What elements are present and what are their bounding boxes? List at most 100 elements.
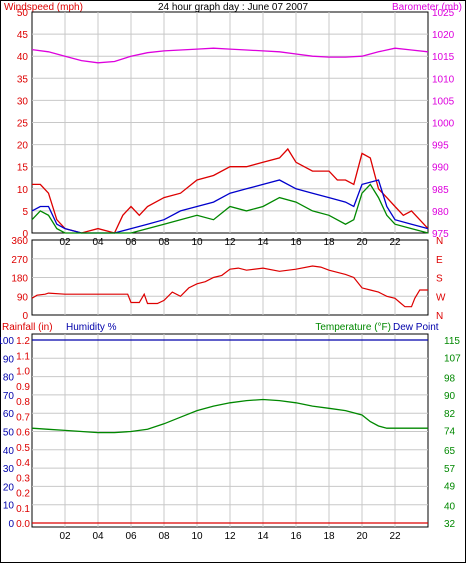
compass-tick-label: N <box>436 236 443 247</box>
temp-tick-label: 32 <box>444 519 456 530</box>
rain-tick-label: 0.7 <box>16 412 30 423</box>
series-direction-line <box>31 265 428 308</box>
rain-tick-label: 1.2 <box>16 336 30 347</box>
x-tick-label: 22 <box>389 237 401 248</box>
temp-tick-label: 57 <box>444 464 456 475</box>
x-tick-label: 16 <box>290 237 302 248</box>
baro-tick-label: 1020 <box>432 30 455 41</box>
series-average-line <box>31 179 429 234</box>
rain-tick-label: 0.6 <box>16 428 30 439</box>
direction-tick-label: 270 <box>11 255 28 266</box>
direction-tick-label: 90 <box>17 292 29 303</box>
temp-tick-label: 107 <box>444 354 461 365</box>
x-tick-label: 04 <box>92 531 104 542</box>
wind-tick-label: 45 <box>17 30 29 41</box>
rain-tick-label: 0.1 <box>16 504 30 515</box>
x-tick-label: 20 <box>356 237 368 248</box>
chart-title: 24 hour graph day : June 07 2007 <box>158 2 309 13</box>
wind-tick-label: 30 <box>17 96 29 107</box>
wind-tick-label: 40 <box>17 52 29 63</box>
wind-tick-label: 25 <box>17 119 29 130</box>
temp-tick-label: 40 <box>444 501 456 512</box>
panel-rain-series <box>31 339 428 524</box>
x-tick-label: 10 <box>191 237 203 248</box>
series-gust-line <box>32 147 429 234</box>
baro-tick-label: 990 <box>432 163 449 174</box>
baro-tick-label: 995 <box>432 141 449 152</box>
rain-tick-label: 1.1 <box>16 351 30 362</box>
humidity-tick-label: 70 <box>3 391 15 402</box>
compass-tick-label: E <box>436 255 443 266</box>
x-tick-label: 18 <box>323 531 335 542</box>
temp-tick-label: 115 <box>444 336 460 347</box>
temp-tick-label: 90 <box>444 391 456 402</box>
x-tick-label: 10 <box>191 531 203 542</box>
humidity-tick-label: 40 <box>3 446 15 457</box>
baro-tick-label: 980 <box>432 207 449 218</box>
baro-tick-label: 1015 <box>432 52 455 63</box>
rain-tick-label: 0.3 <box>16 473 30 484</box>
series-barometer-line <box>31 47 429 64</box>
direction-tick-label: 180 <box>11 274 28 285</box>
baro-tick-label: 975 <box>432 229 449 240</box>
panel-wind-series <box>31 47 429 234</box>
panel-rain-ticks: 0 10 20 30 40 50 60 70 80 90 100 0.0 0.1 0.2 0.3 0.4 0.5… <box>0 336 461 542</box>
x-tick-label: 14 <box>257 531 269 542</box>
wind-tick-label: 20 <box>17 141 29 152</box>
x-tick-label: 04 <box>92 237 104 248</box>
temp-tick-label: 49 <box>444 482 456 493</box>
wind-tick-label: 50 <box>17 8 29 19</box>
humidity-tick-label: 90 <box>3 354 15 365</box>
x-tick-label: 20 <box>356 531 368 542</box>
humidity-tick-label: 20 <box>3 482 15 493</box>
compass-tick-label: N <box>436 311 443 322</box>
x-tick-label: 08 <box>158 237 170 248</box>
rain-tick-label: 0.4 <box>16 458 30 469</box>
x-tick-label: 02 <box>59 237 71 248</box>
humidity-tick-label: 80 <box>3 373 15 384</box>
panel-direction-series <box>31 265 428 308</box>
direction-tick-label: 0 <box>22 311 28 322</box>
compass-tick-label: S <box>436 274 443 285</box>
humidity-axis-label: Humidity % <box>66 322 117 333</box>
compass-tick-label: W <box>436 292 446 303</box>
x-tick-label: 18 <box>323 237 335 248</box>
temp-tick-label: 82 <box>444 409 456 420</box>
wind-tick-label: 15 <box>17 163 29 174</box>
wind-tick-label: 10 <box>17 185 29 196</box>
temp-tick-label: 65 <box>444 446 456 457</box>
temperature-axis-label: Temperature (°F) <box>315 322 391 333</box>
windspeed-axis-label: Windspeed (mph) <box>4 2 83 13</box>
x-tick-label: 16 <box>290 531 302 542</box>
panel-rain-grid <box>32 334 428 527</box>
x-tick-label: 06 <box>125 531 137 542</box>
rainfall-axis-label: Rainfall (in) <box>2 322 53 333</box>
baro-tick-label: 985 <box>432 185 449 196</box>
rain-tick-label: 1.0 <box>16 367 30 378</box>
x-tick-label: 12 <box>224 531 236 542</box>
direction-tick-label: 360 <box>11 236 28 247</box>
baro-tick-label: 1010 <box>432 74 455 85</box>
x-tick-label: 14 <box>257 237 269 248</box>
humidity-tick-label: 30 <box>3 464 15 475</box>
x-tick-label: 08 <box>158 531 170 542</box>
wind-tick-label: 0 <box>22 229 28 240</box>
rain-tick-label: 0.9 <box>16 382 30 393</box>
humidity-tick-label: 50 <box>3 428 15 439</box>
rain-tick-label: 0.8 <box>16 397 30 408</box>
series-windspeed-line <box>31 183 429 234</box>
x-tick-label: 12 <box>224 237 236 248</box>
baro-tick-label: 1000 <box>432 119 455 130</box>
wind-tick-label: 35 <box>17 74 29 85</box>
x-tick-label: 22 <box>389 531 401 542</box>
temp-tick-label: 74 <box>444 426 456 437</box>
panel-wind-ticks: 0510152025303540455097598098599099510001… <box>17 8 455 248</box>
dewpoint-axis-label: Dew Point <box>393 322 439 333</box>
temp-tick-label: 98 <box>444 373 456 384</box>
rain-tick-label: 0.2 <box>16 489 30 500</box>
humidity-tick-label: 10 <box>3 501 15 512</box>
panel-direction-grid <box>32 240 428 315</box>
